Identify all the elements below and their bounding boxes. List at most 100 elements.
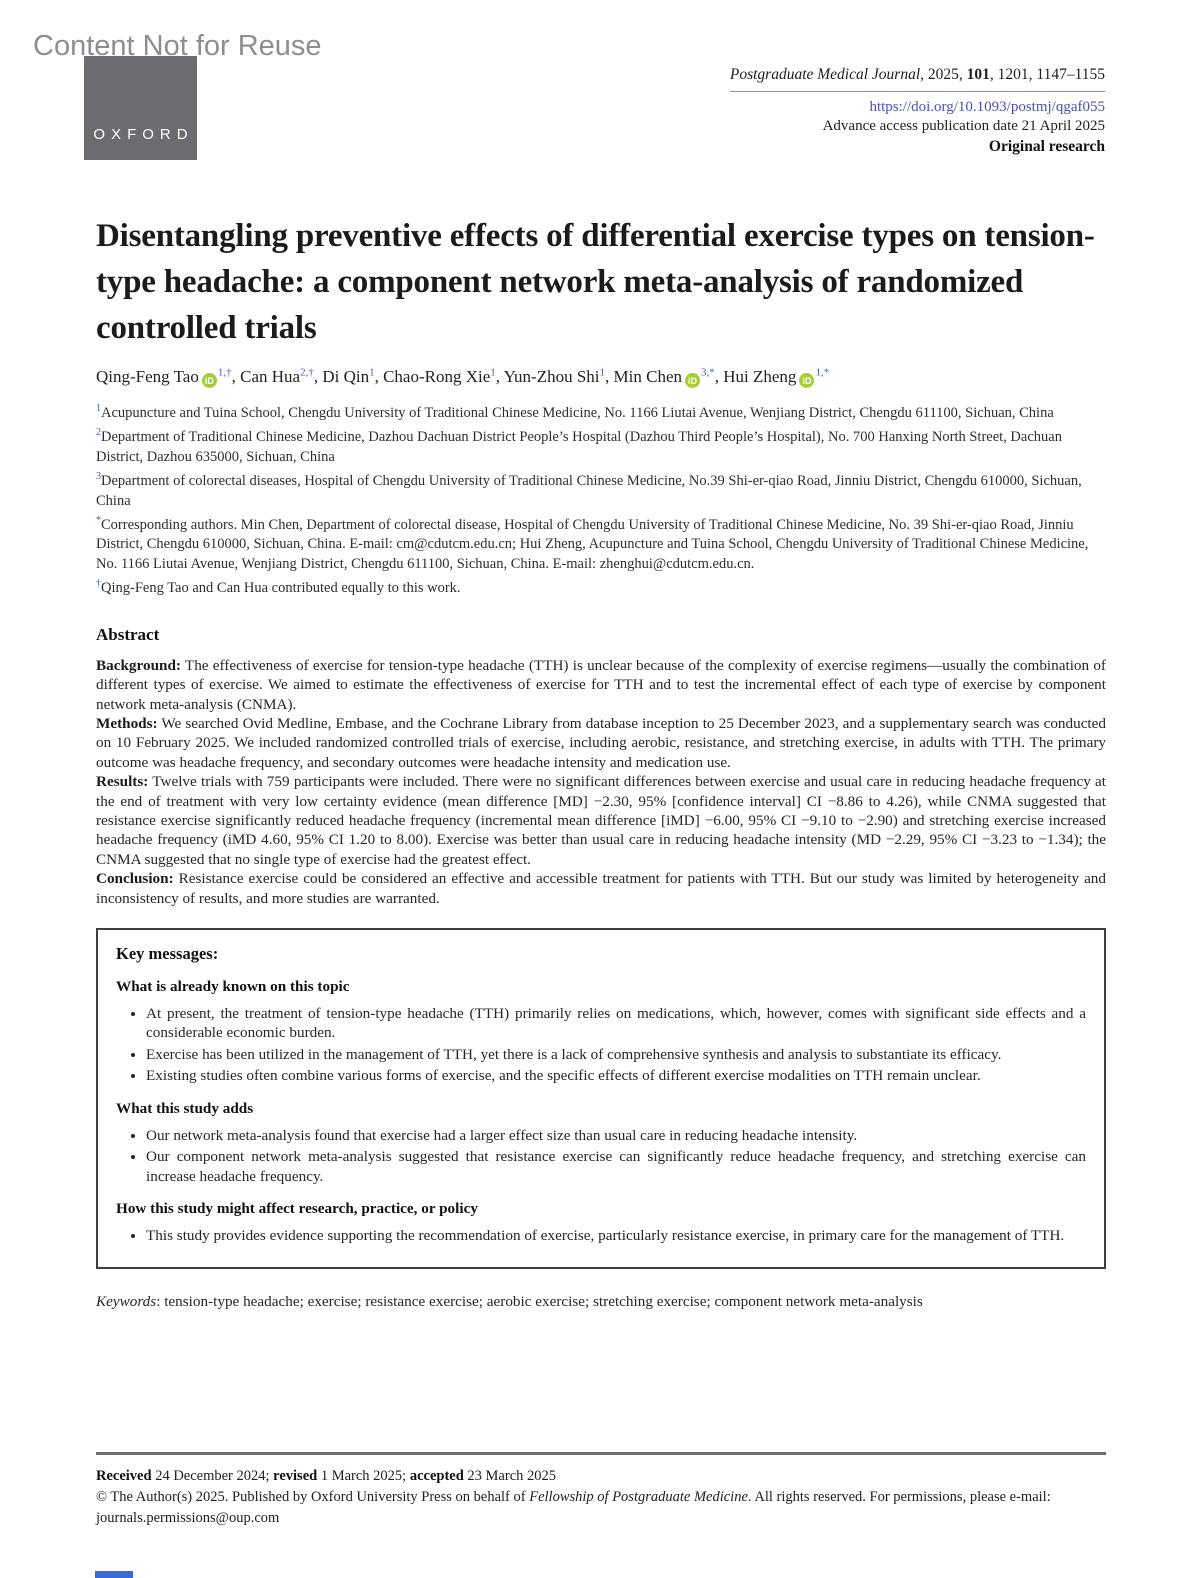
abstract-section-text: Twelve trials with 759 participants were…: [96, 773, 1106, 868]
author: Can Hua2,†,: [240, 366, 322, 386]
key-messages-box: Key messages: What is already known on t…: [96, 928, 1106, 1270]
author-name: Can Hua: [240, 366, 301, 386]
key-message-bullet: Exercise has been utilized in the manage…: [146, 1045, 1086, 1064]
affiliation-text: Department of colorectal diseases, Hospi…: [96, 473, 1082, 509]
note-text: Qing-Feng Tao and Can Hua contributed eq…: [101, 580, 461, 597]
affiliation: 2Department of Traditional Chinese Medic…: [96, 423, 1106, 467]
accepted-label: accepted: [409, 1468, 464, 1484]
footer-rule: [96, 1452, 1106, 1455]
affiliation-list: 1Acupuncture and Tuina School, Chengdu U…: [96, 399, 1106, 511]
affiliation-text: Department of Traditional Chinese Medici…: [96, 429, 1062, 465]
author-separator: ,: [231, 366, 241, 386]
author: Min Chen iD3,*,: [613, 366, 724, 389]
author-affiliation-superscript: 1,†: [217, 366, 232, 378]
key-messages-group: How this study might affect research, pr…: [116, 1200, 1086, 1245]
society-name: Fellowship of Postgraduate Medicine: [529, 1489, 748, 1505]
author-affiliation-superscript: 1: [490, 366, 496, 378]
author-list: Qing-Feng Tao iD1,†, Can Hua2,†, Di Qin1,…: [96, 366, 1106, 389]
article-title: Disentangling preventive effects of diff…: [96, 218, 1095, 346]
author: Yun-Zhou Shi1,: [503, 366, 614, 386]
abstract-section: Conclusion: Resistance exercise could be…: [96, 869, 1106, 908]
journal-header: Postgraduate Medical Journal, 2025, 101,…: [729, 66, 1105, 156]
author-separator: ,: [605, 366, 614, 386]
citation-volume: 101: [966, 66, 990, 83]
keywords-text: : tension-type headache; exercise; resis…: [156, 1293, 923, 1311]
abstract-section: Methods: We searched Ovid Medline, Embas…: [96, 714, 1106, 772]
author-name: Min Chen: [613, 366, 682, 386]
key-message-bullet: At present, the treatment of tension-typ…: [146, 1004, 1086, 1043]
abstract-section-text: The effectiveness of exercise for tensio…: [96, 656, 1106, 713]
key-messages-bullet-list: At present, the treatment of tension-typ…: [116, 1004, 1086, 1086]
author-affiliation-superscript: 1: [369, 366, 375, 378]
received-date: 24 December 2024;: [151, 1468, 274, 1484]
article-type-label: Original research: [988, 138, 1105, 155]
key-messages-bullet-list: Our network meta-analysis found that exe…: [116, 1126, 1086, 1186]
author-notes: *Corresponding authors. Min Chen, Depart…: [96, 511, 1106, 599]
author-affiliation-superscript: 2,†: [300, 366, 314, 378]
author-note: *Corresponding authors. Min Chen, Depart…: [96, 511, 1106, 574]
author-affiliation-superscript: 1: [599, 366, 606, 378]
revised-date: 1 March 2025;: [317, 1468, 410, 1484]
author: Qing-Feng Tao iD1,†,: [96, 366, 241, 389]
affiliation-number: 1: [96, 403, 101, 415]
abstract-body: Background: The effectiveness of exercis…: [96, 656, 1106, 908]
author: Di Qin1,: [322, 366, 384, 386]
oxford-logo: OXFORD: [84, 56, 197, 160]
abstract-section: Results: Twelve trials with 759 particip…: [96, 772, 1106, 869]
orcid-icon[interactable]: iD: [201, 373, 217, 389]
received-label: Received: [96, 1468, 152, 1484]
journal-name: Postgraduate Medical Journal: [729, 66, 921, 83]
orcid-icon[interactable]: iD: [685, 373, 700, 389]
abstract-section-label: Conclusion:: [96, 870, 174, 888]
author: Hui Zheng iD1,*: [723, 366, 830, 389]
note-text: Corresponding authors. Min Chen, Departm…: [96, 516, 1089, 572]
key-message-bullet: This study provides evidence supporting …: [146, 1226, 1086, 1245]
author-name: Hui Zheng: [723, 366, 797, 386]
oxford-logo-text: OXFORD: [93, 126, 194, 143]
key-message-bullet: Our component network meta-analysis sugg…: [146, 1147, 1086, 1186]
key-messages-group: What is already known on this topic At p…: [116, 978, 1086, 1086]
copyright-line: © The Author(s) 2025. Published by Oxfor…: [96, 1487, 1106, 1529]
abstract-section-label: Methods:: [96, 715, 158, 733]
journal-citation: Postgraduate Medical Journal, 2025, 101,…: [729, 66, 1105, 92]
orcid-icon[interactable]: iD: [799, 373, 815, 389]
copyright-text: © The Author(s) 2025. Published by Oxfor…: [96, 1489, 530, 1505]
author-separator: ,: [495, 366, 504, 386]
author-affiliation-superscript: 1,*: [815, 366, 830, 378]
doi-link[interactable]: https://doi.org/10.1093/postmj/qgaf055: [869, 99, 1105, 115]
affiliation: 3Department of colorectal diseases, Hosp…: [96, 467, 1106, 511]
abstract-section-label: Results:: [96, 773, 149, 791]
abstract-section-label: Background:: [96, 656, 181, 674]
history-line: Received 24 December 2024; revised 1 Mar…: [96, 1466, 1106, 1487]
article-content: Disentangling preventive effects of diff…: [96, 0, 1106, 1327]
author-name: Qing-Feng Tao: [96, 366, 199, 386]
author-name: Di Qin: [322, 366, 370, 386]
abstract-section: Background: The effectiveness of exercis…: [96, 656, 1106, 714]
note-marker: †: [96, 578, 101, 590]
article-footer: Received 24 December 2024; revised 1 Mar…: [96, 1452, 1106, 1529]
abstract-section-text: We searched Ovid Medline, Embase, and th…: [96, 715, 1106, 771]
copyright-rest: . All rights reserved. For permissions, …: [96, 1489, 1051, 1526]
key-message-bullet: Existing studies often combine various f…: [146, 1066, 1086, 1085]
key-message-bullet: Our network meta-analysis found that exe…: [146, 1126, 1086, 1145]
abstract-section-text: Resistance exercise could be considered …: [96, 870, 1106, 907]
citation-pages: , 1201, 1147–1155: [989, 66, 1105, 83]
key-messages-subheading: How this study might affect research, pr…: [116, 1199, 478, 1217]
author: Chao-Rong Xie1,: [383, 366, 504, 386]
author-separator: ,: [374, 366, 384, 386]
key-messages-groups: What is already known on this topic At p…: [116, 978, 1086, 1245]
author-name: Chao-Rong Xie: [383, 366, 491, 386]
keywords-line: Keywords: tension-type headache; exercis…: [96, 1293, 1106, 1311]
advance-access-date: Advance access publication date 21 April…: [822, 118, 1105, 134]
affiliation-text: Acupuncture and Tuina School, Chengdu Un…: [101, 404, 1054, 421]
author-separator: ,: [714, 366, 724, 386]
key-messages-heading: Key messages:: [116, 944, 219, 964]
affiliation-number: 2: [96, 427, 101, 439]
page-bottom-accent-bar: [95, 1571, 133, 1578]
author-name: Yun-Zhou Shi: [503, 366, 600, 386]
citation-year: , 2025,: [920, 66, 967, 83]
key-messages-bullet-list: This study provides evidence supporting …: [116, 1226, 1086, 1245]
abstract-heading: Abstract: [96, 624, 160, 644]
accepted-date: 23 March 2025: [463, 1468, 556, 1484]
